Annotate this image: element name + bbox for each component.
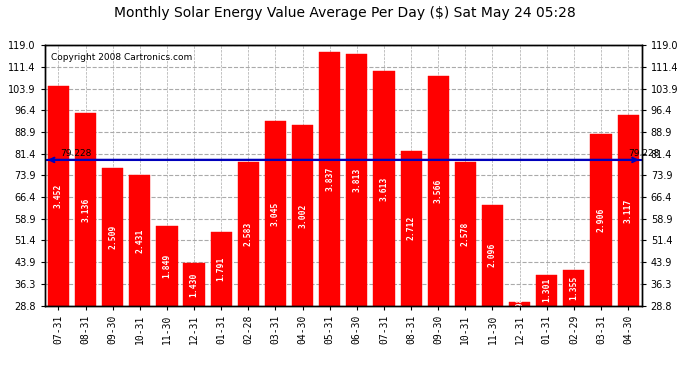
Bar <box>265 122 286 375</box>
Text: 0.987: 0.987 <box>515 292 524 316</box>
Text: 3.566: 3.566 <box>434 178 443 203</box>
Text: 2.712: 2.712 <box>406 216 415 240</box>
Text: 1.355: 1.355 <box>569 276 578 300</box>
Text: 3.045: 3.045 <box>271 201 280 226</box>
Bar <box>509 302 530 375</box>
Text: 3.837: 3.837 <box>325 166 334 191</box>
Text: 3.002: 3.002 <box>298 203 307 228</box>
Bar <box>591 134 611 375</box>
Bar <box>428 76 448 375</box>
Bar <box>48 86 69 375</box>
Bar <box>346 54 367 375</box>
Bar <box>618 115 639 375</box>
Bar <box>210 231 232 375</box>
Text: 2.583: 2.583 <box>244 222 253 246</box>
Bar <box>292 125 313 375</box>
Text: Copyright 2008 Cartronics.com: Copyright 2008 Cartronics.com <box>51 53 192 62</box>
Bar <box>455 162 476 375</box>
Bar <box>238 162 259 375</box>
Text: 2.906: 2.906 <box>597 207 606 232</box>
Text: 3.117: 3.117 <box>624 198 633 222</box>
Bar <box>184 263 205 375</box>
Bar <box>563 270 584 375</box>
Text: 3.813: 3.813 <box>353 168 362 192</box>
Text: 79.228: 79.228 <box>628 148 660 158</box>
Bar <box>157 226 177 375</box>
Bar <box>129 175 150 375</box>
Text: 3.136: 3.136 <box>81 197 90 222</box>
Bar <box>75 113 96 375</box>
Text: Monthly Solar Energy Value Average Per Day ($) Sat May 24 05:28: Monthly Solar Energy Value Average Per D… <box>114 6 576 20</box>
Bar <box>400 151 422 375</box>
Text: 1.849: 1.849 <box>162 254 171 278</box>
Text: 2.509: 2.509 <box>108 225 117 249</box>
Bar <box>102 168 124 375</box>
Text: 1.430: 1.430 <box>190 272 199 297</box>
Text: 3.613: 3.613 <box>380 176 388 201</box>
Text: 2.096: 2.096 <box>488 243 497 267</box>
Text: 1.791: 1.791 <box>217 256 226 281</box>
Bar <box>319 52 340 375</box>
Bar <box>482 205 503 375</box>
Text: 1.301: 1.301 <box>542 278 551 302</box>
Text: 2.431: 2.431 <box>135 228 144 253</box>
Text: 79.228: 79.228 <box>60 148 91 158</box>
Text: 2.578: 2.578 <box>461 222 470 246</box>
Bar <box>373 72 395 375</box>
Bar <box>536 274 558 375</box>
Text: 3.452: 3.452 <box>54 183 63 208</box>
